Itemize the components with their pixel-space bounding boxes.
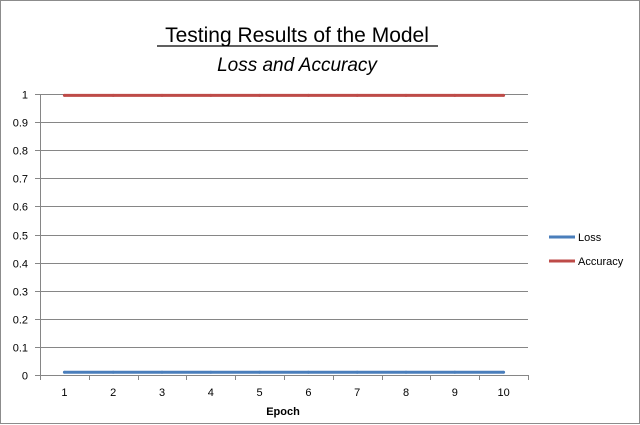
x-tick-label: 1: [61, 387, 67, 399]
y-tick-label: 1: [22, 90, 28, 102]
y-tick-label: 0.7: [13, 174, 28, 186]
x-tick-label: 9: [452, 387, 458, 399]
data-point-accuracy: [258, 93, 262, 97]
x-axis-ticks: 1 2 3 4 5 6 7 8 9 10: [40, 375, 529, 399]
data-point-loss: [355, 370, 359, 374]
y-tick-label: 0.1: [13, 343, 28, 355]
x-tick-label: 4: [208, 387, 214, 399]
y-tick-label: 0.8: [13, 146, 28, 158]
x-tick-label: 8: [403, 387, 409, 399]
y-tick-label: 0.5: [13, 231, 28, 243]
data-point-accuracy: [306, 93, 310, 97]
data-point-loss: [404, 370, 408, 374]
data-point-accuracy: [404, 93, 408, 97]
data-point-loss: [306, 370, 310, 374]
y-tick-label: 0.9: [13, 118, 28, 130]
data-point-accuracy: [502, 93, 506, 97]
y-tick-label: 0.4: [13, 259, 28, 271]
series-lines: [62, 93, 506, 374]
legend-label-accuracy: Accuracy: [578, 256, 624, 268]
chart-title-group: Testing Results of the Model Loss and Ac…: [157, 24, 438, 76]
y-axis-ticks: 0 0.1 0.2 0.3 0.4 0.5 0.6 0.7 0.8 0.9 1: [13, 90, 40, 383]
data-point-loss: [209, 370, 213, 374]
data-point-accuracy: [160, 93, 164, 97]
data-point-loss: [453, 370, 457, 374]
legend-label-loss: Loss: [578, 232, 602, 244]
y-tick-label: 0: [22, 371, 28, 383]
data-point-accuracy: [62, 93, 66, 97]
data-point-loss: [502, 370, 506, 374]
y-tick-label: 0.3: [13, 287, 28, 299]
chart-subtitle: Loss and Accuracy: [217, 55, 378, 76]
data-point-loss: [160, 370, 164, 374]
x-tick-label: 2: [110, 387, 116, 399]
legend: Loss Accuracy: [549, 232, 624, 268]
x-tick-label: 7: [354, 387, 360, 399]
data-point-loss: [258, 370, 262, 374]
data-point-accuracy: [111, 93, 115, 97]
x-tick-label: 3: [159, 387, 165, 399]
axes: [40, 94, 528, 376]
x-tick-label: 10: [497, 387, 509, 399]
data-point-loss: [62, 370, 66, 374]
x-axis-title: Epoch: [266, 406, 300, 418]
data-point-accuracy: [209, 93, 213, 97]
x-tick-label: 6: [305, 387, 311, 399]
y-tick-label: 0.2: [13, 315, 28, 327]
x-tick-label: 5: [257, 387, 263, 399]
data-point-accuracy: [453, 93, 457, 97]
chart-title: Testing Results of the Model: [165, 24, 429, 47]
gridlines: [40, 94, 528, 348]
data-point-loss: [111, 370, 115, 374]
y-tick-label: 0.6: [13, 202, 28, 214]
data-point-accuracy: [355, 93, 359, 97]
